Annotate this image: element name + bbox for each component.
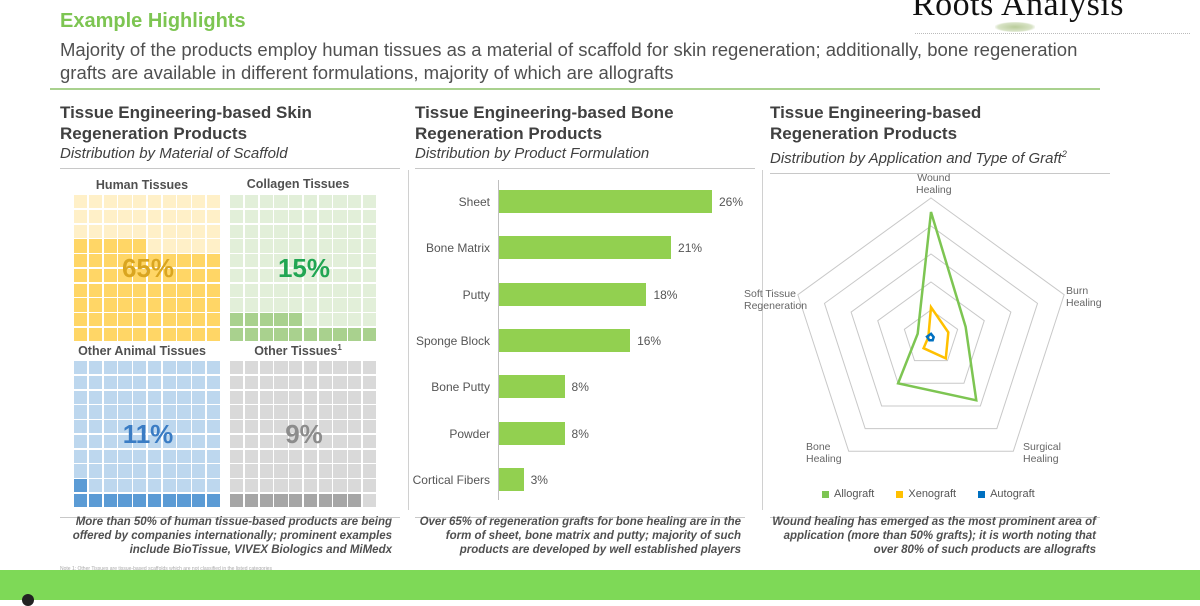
- waffle-percentage: 9%: [285, 419, 323, 449]
- radar-axis-label: Burn Healing: [1066, 285, 1102, 309]
- bar: [499, 421, 565, 445]
- skin-regeneration-panel: Tissue Engineering-based Skin Regenerati…: [60, 102, 400, 169]
- bar-category-label: Sponge Block: [415, 333, 490, 348]
- radar-axis-label: Soft Tissue Regeneration: [744, 288, 808, 312]
- bone-regeneration-panel: Tissue Engineering-based Bone Regenerati…: [415, 102, 755, 169]
- regeneration-application-panel: Tissue Engineering-based Regeneration Pr…: [770, 102, 1110, 174]
- waffle-grid: [230, 195, 377, 342]
- legend-item-allograft: Allograft: [822, 488, 874, 500]
- legend-item-xenograft: Xenograft: [896, 488, 956, 500]
- bar-chart: Sheet 26% Bone Matrix 21% Putty 18% Sponge Blo…: [405, 180, 765, 505]
- waffle-percentage: 65%: [121, 253, 175, 283]
- bar-value-label: 21%: [678, 241, 703, 256]
- bar-category-label: Sheet: [458, 195, 490, 209]
- logo-roots-icon: [995, 22, 1035, 32]
- highlights-title: Example Highlights: [60, 10, 246, 32]
- waffle-grid: [74, 361, 221, 508]
- bar-value-label: 3%: [530, 472, 548, 487]
- bar-value-label: 8%: [571, 380, 589, 395]
- panel-subtitle: Distribution by Application and Type of …: [770, 149, 1067, 167]
- takeaway-divider: [415, 517, 745, 518]
- waffle-label: Collagen Tissues: [246, 177, 350, 191]
- panel-title-line2: Regeneration Products: [60, 124, 248, 143]
- bar-value-label: 8%: [571, 426, 589, 441]
- legend-swatch-icon: [822, 490, 829, 498]
- legend-label: Xenograft: [908, 488, 957, 500]
- radar-axis-label: Surgical Healing: [1023, 441, 1061, 465]
- panel-title-line2: Regeneration Products: [770, 124, 958, 143]
- bar-category-label: Bone Putty: [431, 380, 490, 395]
- waffle-label: Human Tissues: [95, 178, 189, 192]
- bar-category-label: Powder: [449, 426, 490, 441]
- legend-swatch-icon: [978, 490, 986, 498]
- panel-separator: [762, 170, 763, 510]
- bar-category-label: Putty: [462, 287, 490, 302]
- legend-swatch-icon: [896, 490, 904, 498]
- logo-dotted-line: [915, 33, 1190, 34]
- bar-value-label: 18%: [653, 287, 678, 302]
- footer-icon: [22, 594, 34, 606]
- panel3-takeaway: Wound healing has emerged as the most pr…: [772, 516, 1096, 556]
- panel-subtitle: Distribution by Product Formulation: [415, 145, 650, 162]
- bar: [499, 375, 565, 399]
- radar-axis-label: Wound Healing: [916, 172, 952, 196]
- bar: [499, 190, 712, 213]
- panel2-takeaway: Over 65% of regeneration grafts for bone…: [419, 516, 741, 556]
- bar-value-label: 16%: [637, 333, 662, 348]
- panel-title-line2: Regeneration Products: [415, 124, 603, 143]
- bar-value-label: 26%: [719, 195, 744, 209]
- radar-axis-label: Bone Healing: [806, 441, 842, 465]
- panel-title-line1: Tissue Engineering-based Skin: [60, 103, 312, 122]
- legend-label: Autograft: [990, 488, 1035, 500]
- bar: [499, 328, 631, 352]
- radar-grid-ring: [903, 309, 959, 362]
- takeaway-divider: [770, 517, 1100, 518]
- footer-bar: [0, 570, 1200, 600]
- panel-divider: [415, 168, 755, 169]
- waffle-percentage: 11%: [122, 419, 174, 449]
- radar-grid-ring: [797, 197, 1065, 452]
- waffle-grid: [74, 195, 221, 342]
- waffle-label: Other Tissues1: [254, 343, 342, 359]
- roots-analysis-logo: Roots Analysis: [912, 0, 1124, 23]
- radar-grid-ring: [850, 253, 1012, 407]
- bar: [499, 467, 524, 491]
- waffle-grid: [230, 361, 377, 508]
- bar-category-label: Bone Matrix: [425, 241, 490, 256]
- bar-category-label: Cortical Fibers: [412, 472, 490, 487]
- panel-subtitle: Distribution by Material of Scaffold: [60, 145, 288, 162]
- panel-divider: [60, 168, 400, 169]
- bar: [499, 236, 672, 260]
- panel1-takeaway: More than 50% of human tissue-based prod…: [72, 516, 392, 556]
- header-divider: [50, 88, 1100, 90]
- bar: [499, 282, 647, 306]
- panel-divider: [770, 173, 1110, 174]
- radar-grid-ring: [877, 281, 985, 384]
- radar-series-xenograft: [921, 303, 950, 361]
- radar-chart: [797, 197, 1065, 452]
- legend-label: Allograft: [834, 488, 875, 500]
- bar-axis: [498, 180, 499, 500]
- takeaway-divider: [60, 517, 400, 518]
- waffle-label: Other Animal Tissues: [78, 344, 206, 358]
- highlights-subtitle: Majority of the products employ human ti…: [60, 39, 1078, 83]
- radar-legend: Allograft Xenograft Autograft: [822, 488, 1035, 500]
- panel-title-line1: Tissue Engineering-based Bone: [415, 103, 674, 122]
- radar-series-allograft: [896, 211, 978, 402]
- panel-title-line1: Tissue Engineering-based: [770, 103, 982, 122]
- waffle-percentage: 15%: [277, 253, 331, 283]
- radar-series-autograft: [925, 332, 936, 342]
- legend-item-autograft: Autograft: [978, 488, 1035, 500]
- radar-grid-ring: [823, 225, 1039, 430]
- panel-separator: [408, 170, 409, 510]
- footnote: Note 1: Other Tissues are tissue-based s…: [60, 566, 272, 572]
